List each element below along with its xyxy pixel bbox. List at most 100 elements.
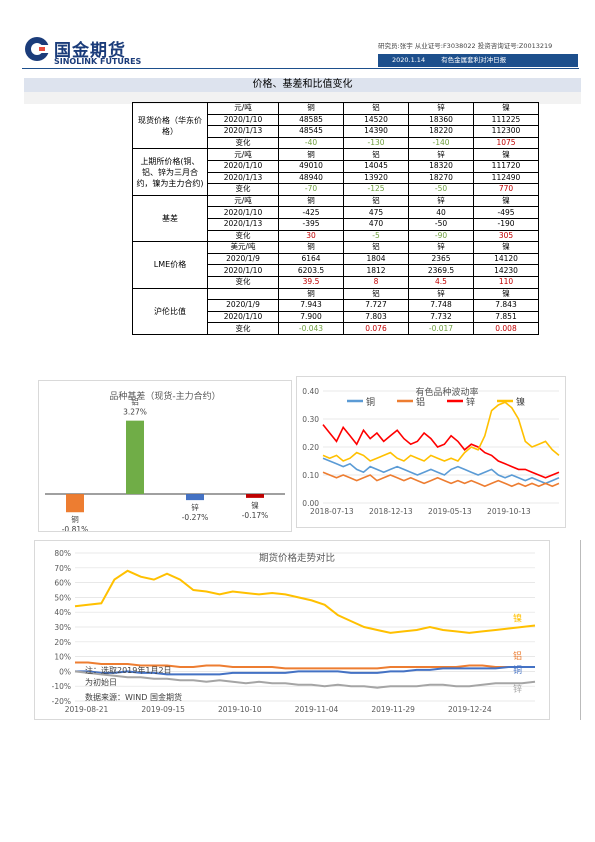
y-tick-label: 70% — [54, 564, 71, 573]
table-cell: 14045 — [343, 159, 409, 173]
table-cell: 4.5 — [408, 275, 474, 289]
series-line — [322, 424, 560, 479]
table-cell: 镍 — [473, 287, 539, 301]
category-label: 锌 — [191, 502, 199, 512]
series-end-label: 锌 — [513, 683, 522, 695]
table-cell: 7.732 — [408, 310, 474, 324]
table-cell: 14520 — [343, 113, 409, 127]
data-source: 数据来源：WIND 国金期货 — [85, 692, 182, 702]
table-row: 沪伦比值 铜铝锌镍 — [132, 287, 539, 335]
data-label: -0.27% — [182, 513, 209, 522]
table-cell: 铝 — [343, 194, 409, 208]
y-tick-label: 0.00 — [302, 499, 319, 508]
table-cell: 7.748 — [408, 299, 474, 312]
bar — [66, 494, 84, 513]
table-cell: 48585 — [278, 113, 344, 127]
table-row-label: 元/吨 — [207, 102, 279, 115]
y-tick-label: 40% — [54, 608, 71, 617]
section-title: 价格、基差和比值变化 — [24, 78, 581, 93]
table-row-label: 变化 — [207, 136, 279, 150]
y-tick-label: 80% — [54, 549, 71, 558]
table-row-label: 2020/1/9 — [207, 299, 279, 312]
table-cell: 铝 — [343, 148, 409, 161]
table-row: 基差 元/吨铜铝锌镍 — [132, 194, 539, 243]
table-cell: -395 — [278, 217, 344, 231]
table-cell: 锌 — [408, 287, 474, 301]
basis-bar-chart: 品种基差（现货-主力合约） 铜 -0.81% 铝 3.27% 锌 -0.27% 镍 -0.17% — [38, 380, 292, 534]
series-end-label: 铜 — [513, 664, 522, 676]
table-row-label: 元/吨 — [207, 194, 279, 208]
table-row-label: 2020/1/10 — [207, 310, 279, 324]
table-row: 2020/1/10 49010 14045 18320 111720 — [133, 159, 539, 173]
table-row: 2020/1/13 -395 470 -50 -190 — [133, 217, 539, 231]
section-band — [24, 92, 581, 104]
table-cell: 39.5 — [278, 275, 344, 289]
table-row-label: 变化 — [207, 275, 279, 289]
table-row: 上期所价格(铜、铝、锌为三月合约，镍为主力合约) 元/吨铜铝锌镍 — [132, 148, 539, 196]
table-cell: 镍 — [473, 241, 539, 254]
logo-icon — [25, 37, 49, 61]
table-cell: 111225 — [473, 113, 539, 127]
table-cell: 镍 — [473, 148, 539, 161]
table-row-label: 变化 — [207, 183, 279, 196]
chart-title: 品种基差（现货-主力合约） — [109, 390, 220, 402]
table-cell: 铜 — [278, 148, 344, 161]
table-cell: -0.043 — [278, 322, 344, 335]
table-row-label: 2020/1/13 — [207, 217, 279, 231]
logo-text-cn: 国金期货 — [54, 41, 126, 61]
table-cell: 锌 — [408, 241, 474, 254]
table-cell: 470 — [343, 217, 409, 231]
table-cell: 112490 — [473, 171, 539, 185]
table-cell: 铜 — [278, 102, 344, 115]
table-cell: 铜 — [278, 194, 344, 208]
table-cell: 18220 — [408, 125, 474, 138]
table-cell: 7.900 — [278, 310, 344, 324]
legend-label: 锌 — [466, 396, 475, 408]
table-cell: 475 — [343, 206, 409, 219]
category-label: 铜 — [71, 514, 79, 524]
table-cell: 7.803 — [343, 310, 409, 324]
y-tick-label: -10% — [52, 682, 71, 691]
category-label: 铝 — [131, 397, 139, 407]
table-row-label: 2020/1/10 — [207, 206, 279, 219]
table-cell: 锌 — [408, 148, 474, 161]
series-end-label: 镍 — [513, 613, 522, 625]
x-tick-label: 2019-11-04 — [295, 705, 339, 714]
table-cell: 1812 — [343, 264, 409, 277]
x-tick-label: 2019-12-24 — [448, 705, 492, 714]
data-label: -0.81% — [62, 525, 89, 531]
table-row: 2020/1/13 48545 14390 18220 112300 — [133, 125, 539, 138]
series-line — [322, 401, 560, 462]
table-cell: 18320 — [408, 159, 474, 173]
report-title: 有色金属套利对冲日报 — [441, 56, 507, 64]
y-tick-label: 50% — [54, 593, 71, 602]
table-row-label: 2020/1/13 — [207, 125, 279, 138]
table-row-label: 2020/1/10 — [207, 159, 279, 173]
x-tick-label: 2019-09-15 — [141, 705, 185, 714]
table-cell: 铝 — [343, 241, 409, 254]
table-row: 2020/1/10 -425 475 40 -495 — [133, 206, 539, 219]
x-tick-label: 2019-08-21 — [65, 705, 109, 714]
table-cell: -140 — [408, 136, 474, 150]
table-cell: -425 — [278, 206, 344, 219]
table-cell: 18270 — [408, 171, 474, 185]
table-row: 2020/1/13 48940 13920 18270 112490 — [133, 171, 539, 185]
volatility-svg: 0.00 0.10 0.20 0.30 0.40 2018-07-13 2018-12-13… — [302, 386, 560, 516]
table-cell: -0.017 — [408, 322, 474, 335]
legend-label: 铜 — [366, 396, 375, 408]
series-line — [74, 670, 536, 689]
table-cell: 2365 — [408, 252, 474, 266]
table-row: 变化 -70 -125 -50 770 — [133, 183, 539, 196]
report-date: 2020.1.14 — [392, 56, 426, 64]
table-group-label: LME价格 — [132, 241, 208, 289]
table-cell: 7.851 — [473, 310, 539, 324]
table-cell: -5 — [343, 229, 409, 243]
table-cell: 112300 — [473, 125, 539, 138]
table-cell: -40 — [278, 136, 344, 150]
series-line — [322, 457, 560, 485]
table-row-label: 变化 — [207, 229, 279, 243]
x-tick-label: 2019-11-29 — [371, 705, 415, 714]
chart-annotation: 注：选取2019年1月2日 — [85, 665, 172, 675]
table-row: 2020/1/9 7.943 7.727 7.748 7.843 — [133, 299, 539, 312]
bar — [186, 494, 204, 501]
